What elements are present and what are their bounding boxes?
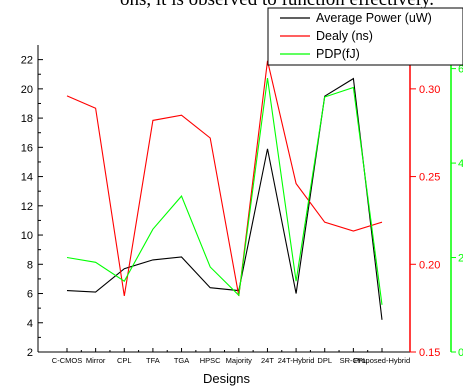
delay-tick-label: 0.30: [419, 84, 440, 96]
series-lines: [66, 60, 383, 320]
left-tick-label: 4: [27, 318, 33, 330]
x-tick-label: C-CMOS: [52, 356, 82, 365]
delay-tick-label: 0.20: [419, 259, 440, 271]
x-tick-label: SR-CPL: [340, 356, 368, 365]
x-tick-label: TFA: [146, 356, 160, 365]
delay-tick-label: 0.25: [419, 172, 440, 184]
legend: Average Power (uW) Dealy (ns) PDP(fJ): [267, 7, 463, 66]
left-tick-label: 12: [21, 201, 33, 213]
x-tick-label: 24T: [261, 356, 274, 365]
legend-label: Average Power (uW): [316, 11, 432, 25]
x-tick-label: CPL: [117, 356, 132, 365]
x-tick-label: 24T-Hybrid: [278, 356, 315, 365]
legend-label: Dealy (ns): [316, 29, 373, 43]
left-tick-label: 16: [21, 142, 33, 154]
left-tick-label: 10: [21, 230, 33, 242]
left-tick-label: 20: [21, 84, 33, 96]
pdp-tick-label: 2: [458, 253, 463, 265]
left-tick-label: 14: [21, 172, 33, 184]
series-line: [66, 60, 383, 296]
x-axis-title: Designs: [203, 371, 250, 386]
pdp-tick-label: 4: [458, 158, 463, 170]
pdp-tick-label: 6: [458, 64, 463, 76]
x-tick-label: HPSC: [200, 356, 221, 365]
x-tick-label: DPL: [317, 356, 332, 365]
series-line: [66, 78, 383, 305]
caption-text: ons, it is observed to function effectiv…: [120, 0, 434, 11]
pdp-tick-label: 0: [458, 347, 463, 359]
delay-tick-label: 0.15: [419, 347, 440, 359]
left-tick-label: 18: [21, 113, 33, 125]
left-tick-label: 2: [27, 347, 33, 359]
series-line: [66, 77, 383, 320]
left-tick-label: 8: [27, 259, 33, 271]
legend-label: PDP(fJ): [316, 47, 360, 61]
x-tick-label: Majority: [226, 356, 253, 365]
left-tick-label: 6: [27, 289, 33, 301]
x-tick-label: Proposed-Hybrid: [354, 356, 410, 365]
x-tick-label: Mirror: [86, 356, 106, 365]
left-tick-label: 22: [21, 55, 33, 67]
x-tick-label: TGA: [174, 356, 189, 365]
